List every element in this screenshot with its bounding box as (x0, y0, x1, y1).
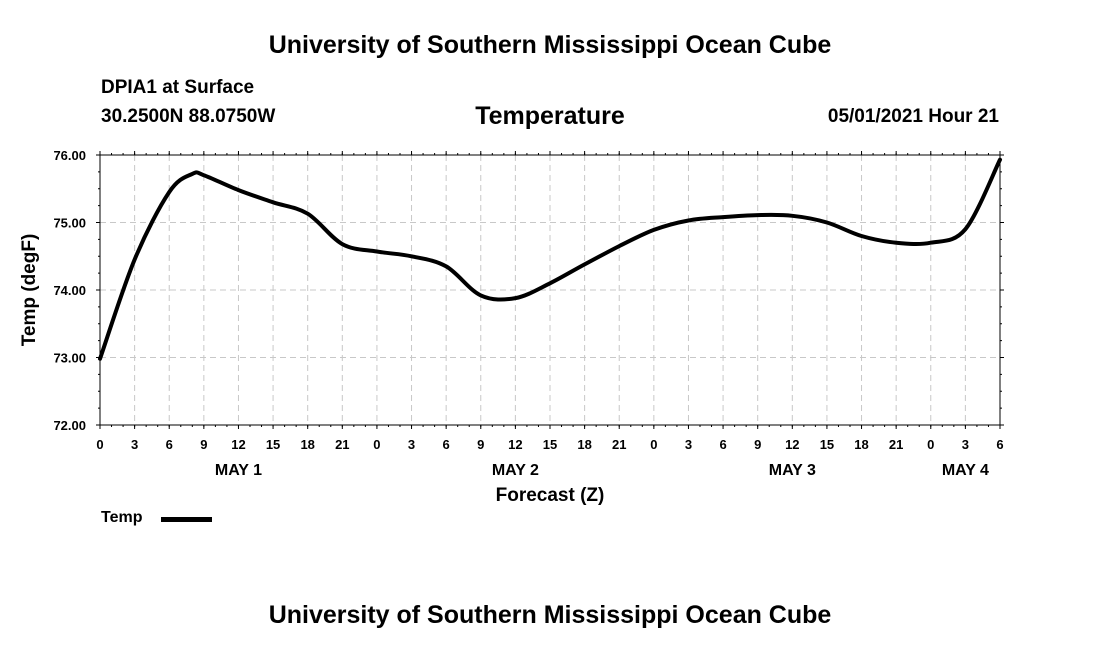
chart-title: Temperature (475, 102, 625, 130)
x-axis-title: Forecast (Z) (496, 485, 605, 506)
x-tick-label: 0 (373, 437, 380, 452)
x-tick-label: 12 (785, 437, 799, 452)
main-title: University of Southern Mississippi Ocean… (268, 31, 832, 59)
day-label: MAY 2 (492, 462, 539, 479)
x-tick-label: 9 (200, 437, 207, 452)
day-label: MAY 1 (215, 462, 262, 479)
x-tick-label: 12 (508, 437, 522, 452)
x-tick-label: 21 (335, 437, 349, 452)
y-axis-title: Temp (degF) (19, 234, 40, 347)
grid (100, 155, 1000, 425)
station-label: DPIA1 at Surface (101, 77, 255, 98)
day-label: MAY 3 (769, 462, 816, 479)
x-tick-label: 6 (719, 437, 726, 452)
x-tick-label: 3 (131, 437, 138, 452)
x-tick-label: 0 (927, 437, 934, 452)
legend-label: Temp (101, 509, 143, 526)
x-tick-label: 0 (96, 437, 103, 452)
x-tick-label: 6 (443, 437, 450, 452)
temperature-series-line (98, 157, 1002, 361)
x-tick-label: 6 (996, 437, 1003, 452)
y-tick-label: 73.00 (53, 351, 86, 366)
plot-frame (99, 154, 1001, 426)
y-tick-label: 75.00 (53, 216, 86, 231)
x-tick-label: 0 (650, 437, 657, 452)
x-tick-label: 18 (300, 437, 314, 452)
x-tick-label: 9 (754, 437, 761, 452)
x-tick-label: 15 (266, 437, 280, 452)
day-label: MAY 4 (942, 462, 989, 479)
x-tick-label: 15 (543, 437, 557, 452)
date-hour-label: 05/01/2021 Hour 21 (827, 106, 999, 127)
x-tick-label: 3 (408, 437, 415, 452)
y-tick-label: 74.00 (53, 283, 86, 298)
y-tick-label: 76.00 (53, 148, 86, 163)
coordinates-label: 30.2500N 88.0750W (101, 106, 276, 127)
x-tick-label: 21 (889, 437, 903, 452)
x-tick-label: 15 (820, 437, 834, 452)
x-tick-label: 6 (166, 437, 173, 452)
legend-line-swatch (161, 517, 212, 522)
x-tick-label: 18 (854, 437, 868, 452)
footer-title: University of Southern Mississippi Ocean… (268, 601, 832, 629)
x-tick-label: 18 (577, 437, 591, 452)
x-tick-label: 9 (477, 437, 484, 452)
x-tick-label: 3 (962, 437, 969, 452)
y-tick-label: 72.00 (53, 418, 86, 433)
axis-labels: 72.00 73.00 74.00 75.00 76.00 0 3 6 9 12 15 18 21 0 3 6… (19, 148, 1004, 506)
x-tick-label: 3 (685, 437, 692, 452)
x-tick-label: 21 (612, 437, 626, 452)
x-tick-label: 12 (231, 437, 245, 452)
